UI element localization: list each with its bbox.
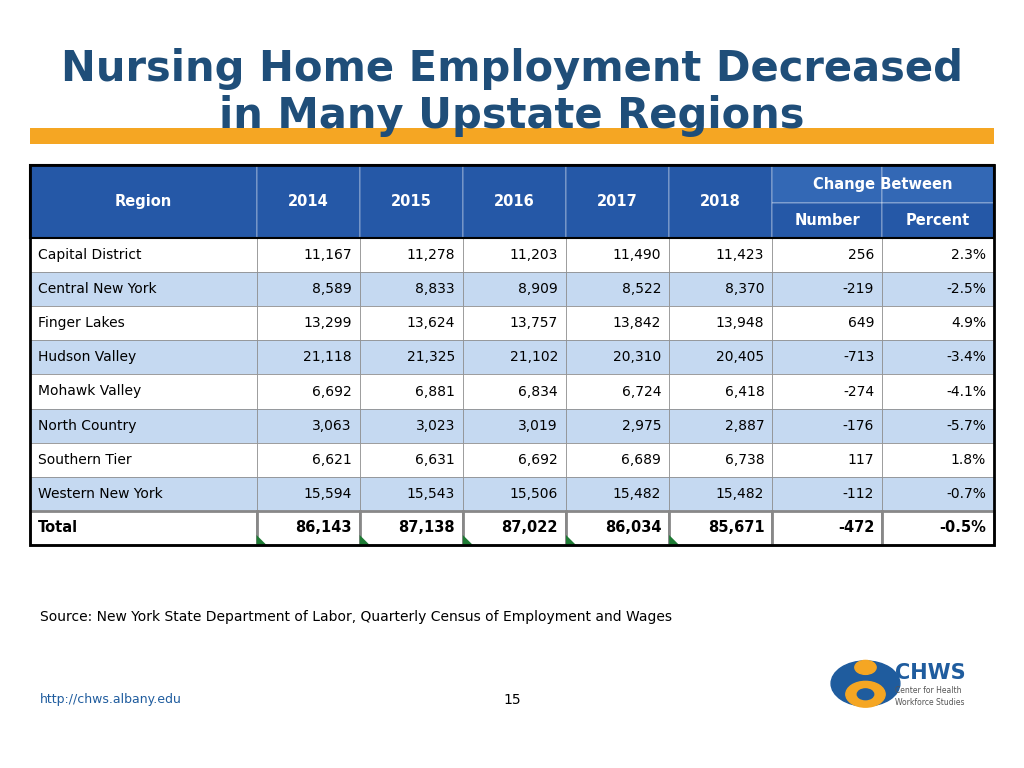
Text: North Country: North Country: [38, 419, 136, 432]
Text: 649: 649: [848, 316, 874, 330]
Text: 256: 256: [848, 248, 874, 262]
Text: 20,310: 20,310: [613, 350, 662, 364]
Text: Number: Number: [795, 213, 860, 228]
Text: 8,589: 8,589: [312, 282, 351, 296]
Text: 6,692: 6,692: [312, 385, 351, 399]
Text: http://chws.albany.edu: http://chws.albany.edu: [40, 694, 182, 707]
Text: -2.5%: -2.5%: [946, 282, 986, 296]
Circle shape: [831, 661, 900, 706]
Text: -472: -472: [838, 521, 874, 535]
Text: 6,621: 6,621: [312, 452, 351, 467]
Text: Western New York: Western New York: [38, 487, 163, 501]
Text: 15,594: 15,594: [303, 487, 351, 501]
Text: 2,887: 2,887: [725, 419, 764, 432]
Text: 11,278: 11,278: [407, 248, 455, 262]
Text: Center for Health
Workforce Studies: Center for Health Workforce Studies: [895, 686, 965, 707]
Text: Mohawk Valley: Mohawk Valley: [38, 385, 141, 399]
Text: 11,203: 11,203: [510, 248, 558, 262]
Text: 6,692: 6,692: [518, 452, 558, 467]
Text: 2016: 2016: [494, 194, 535, 209]
Text: 87,138: 87,138: [398, 521, 455, 535]
Text: 11,490: 11,490: [612, 248, 662, 262]
Text: 21,118: 21,118: [303, 350, 351, 364]
Text: Nursing Home Employment Decreased: Nursing Home Employment Decreased: [61, 48, 963, 90]
Text: Capital District: Capital District: [38, 248, 141, 262]
Text: 6,881: 6,881: [415, 385, 455, 399]
Text: 2015: 2015: [391, 194, 432, 209]
Text: 2014: 2014: [288, 194, 329, 209]
Text: 15,506: 15,506: [510, 487, 558, 501]
Text: 2018: 2018: [700, 194, 741, 209]
Text: 13,948: 13,948: [716, 316, 764, 330]
Text: 11,423: 11,423: [716, 248, 764, 262]
Text: 3,023: 3,023: [416, 419, 455, 432]
Text: 2,975: 2,975: [622, 419, 662, 432]
Text: 11,167: 11,167: [303, 248, 351, 262]
Text: 21,102: 21,102: [510, 350, 558, 364]
Text: 6,418: 6,418: [725, 385, 764, 399]
Text: 13,757: 13,757: [510, 316, 558, 330]
Text: 2017: 2017: [597, 194, 638, 209]
Text: 87,022: 87,022: [502, 521, 558, 535]
Text: 4.9%: 4.9%: [951, 316, 986, 330]
Text: 117: 117: [848, 452, 874, 467]
Text: -5.7%: -5.7%: [946, 419, 986, 432]
Text: Change Between: Change Between: [813, 177, 953, 191]
Text: Total: Total: [38, 521, 78, 535]
Text: 8,370: 8,370: [725, 282, 764, 296]
Text: 6,724: 6,724: [622, 385, 662, 399]
Text: 13,299: 13,299: [303, 316, 351, 330]
Text: Source: New York State Department of Labor, Quarterly Census of Employment and W: Source: New York State Department of Lab…: [40, 610, 672, 624]
Text: -219: -219: [843, 282, 874, 296]
Text: 1.8%: 1.8%: [950, 452, 986, 467]
Circle shape: [846, 681, 885, 707]
Text: -112: -112: [843, 487, 874, 501]
Text: 8,522: 8,522: [622, 282, 662, 296]
Text: 85,671: 85,671: [708, 521, 764, 535]
Text: Percent: Percent: [906, 213, 970, 228]
Text: 15,482: 15,482: [612, 487, 662, 501]
Text: Region: Region: [115, 194, 172, 209]
Text: 20,405: 20,405: [716, 350, 764, 364]
Text: 3,063: 3,063: [312, 419, 351, 432]
Circle shape: [857, 689, 873, 700]
Text: Finger Lakes: Finger Lakes: [38, 316, 125, 330]
Text: -0.7%: -0.7%: [946, 487, 986, 501]
Text: in Many Upstate Regions: in Many Upstate Regions: [219, 95, 805, 137]
Text: 15: 15: [503, 693, 521, 707]
Text: -176: -176: [843, 419, 874, 432]
Text: 3,019: 3,019: [518, 419, 558, 432]
Text: 86,034: 86,034: [604, 521, 662, 535]
Text: -4.1%: -4.1%: [946, 385, 986, 399]
Circle shape: [855, 660, 877, 674]
Text: 6,689: 6,689: [622, 452, 662, 467]
Text: 13,624: 13,624: [407, 316, 455, 330]
Text: Hudson Valley: Hudson Valley: [38, 350, 136, 364]
Text: 13,842: 13,842: [612, 316, 662, 330]
Text: -274: -274: [843, 385, 874, 399]
Text: 6,834: 6,834: [518, 385, 558, 399]
Text: 6,631: 6,631: [415, 452, 455, 467]
Text: 6,738: 6,738: [725, 452, 764, 467]
Text: 15,482: 15,482: [716, 487, 764, 501]
Text: 8,909: 8,909: [518, 282, 558, 296]
Text: 2.3%: 2.3%: [951, 248, 986, 262]
Text: -0.5%: -0.5%: [939, 521, 986, 535]
Text: 86,143: 86,143: [295, 521, 351, 535]
Text: Central New York: Central New York: [38, 282, 157, 296]
Text: 21,325: 21,325: [407, 350, 455, 364]
Text: 8,833: 8,833: [415, 282, 455, 296]
Text: Southern Tier: Southern Tier: [38, 452, 132, 467]
Text: -713: -713: [843, 350, 874, 364]
Text: -3.4%: -3.4%: [946, 350, 986, 364]
Text: CHWS: CHWS: [895, 663, 966, 683]
Text: 15,543: 15,543: [407, 487, 455, 501]
